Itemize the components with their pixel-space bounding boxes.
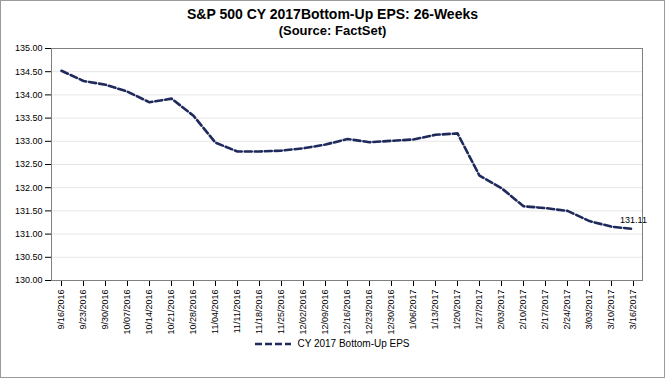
- svg-text:11/04/2016: 11/04/2016: [210, 290, 220, 334]
- svg-text:134.00: 134.00: [15, 90, 43, 100]
- svg-text:131.00: 131.00: [15, 229, 43, 239]
- svg-text:10/28/2016: 10/28/2016: [188, 290, 198, 335]
- svg-text:10/07/2016: 10/07/2016: [122, 290, 132, 335]
- svg-text:9/23/2016: 9/23/2016: [78, 290, 88, 330]
- svg-text:130.50: 130.50: [15, 252, 43, 262]
- svg-text:3/16/2017: 3/16/2017: [628, 290, 638, 330]
- svg-text:9/30/2016: 9/30/2016: [100, 290, 110, 330]
- svg-text:130.00: 130.00: [15, 275, 43, 285]
- svg-text:11/25/2016: 11/25/2016: [276, 290, 286, 334]
- svg-text:2/03/2017: 2/03/2017: [496, 290, 506, 330]
- svg-text:1/13/2017: 1/13/2017: [430, 290, 440, 330]
- svg-text:12/23/2016: 12/23/2016: [364, 290, 374, 335]
- svg-text:2/17/2017: 2/17/2017: [540, 290, 550, 330]
- html-text:CY 2017 Bottom-Up EPS: CY 2017 Bottom-Up EPS: [297, 338, 410, 349]
- svg-text:2/10/2017: 2/10/2017: [518, 290, 528, 330]
- svg-text:135.00: 135.00: [15, 43, 43, 53]
- svg-text:131.11: 131.11: [620, 214, 647, 225]
- svg-text:132.00: 132.00: [15, 183, 43, 193]
- svg-text:9/16/2016: 9/16/2016: [56, 290, 66, 330]
- svg-text:1/06/2017: 1/06/2017: [408, 290, 418, 330]
- svg-text:12/30/2016: 12/30/2016: [386, 290, 396, 335]
- svg-text:1/20/2017: 1/20/2017: [452, 290, 462, 330]
- svg-text:3/03/2017: 3/03/2017: [584, 290, 594, 330]
- svg-text:12/02/2016: 12/02/2016: [298, 290, 308, 335]
- svg-text:11/18/2016: 11/18/2016: [254, 290, 264, 334]
- svg-text:11/11/2016: 11/11/2016: [232, 290, 242, 334]
- svg-text:12/09/2016: 12/09/2016: [320, 290, 330, 335]
- svg-text:132.50: 132.50: [15, 159, 43, 169]
- svg-text:133.50: 133.50: [15, 113, 43, 123]
- svg-text:10/21/2016: 10/21/2016: [166, 290, 176, 335]
- svg-text:133.00: 133.00: [15, 136, 43, 146]
- svg-text:131.50: 131.50: [15, 206, 43, 216]
- svg-text:12/16/2016: 12/16/2016: [342, 290, 352, 335]
- svg-text:3/10/2017: 3/10/2017: [606, 290, 616, 330]
- svg-text:1/27/2017: 1/27/2017: [474, 290, 484, 330]
- html-text:S&P 500 CY 2017Bottom-Up EPS:: S&P 500 CY 2017Bottom-Up EPS: 26-Weeks: [187, 6, 478, 22]
- html-text:(Source: FactSet): (Source: FactSet): [278, 23, 387, 38]
- svg-text:134.50: 134.50: [15, 67, 43, 77]
- svg-text:10/14/2016: 10/14/2016: [144, 290, 154, 335]
- svg-text:2/24/2017: 2/24/2017: [562, 290, 572, 330]
